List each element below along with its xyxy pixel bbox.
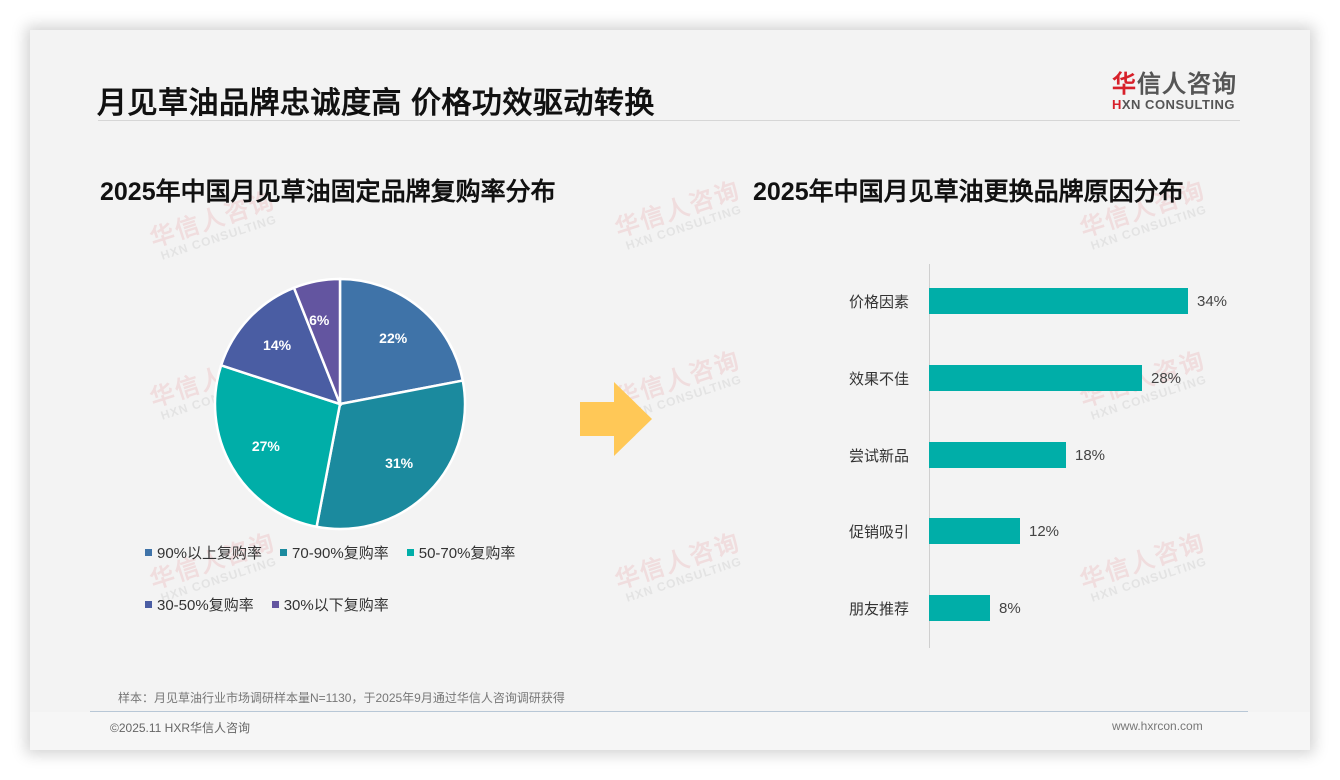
page-title: 月见草油品牌忠诚度高 价格功效驱动转换 <box>97 87 655 120</box>
bar <box>929 518 1020 544</box>
bar-row: 尝试新品 18% <box>830 442 1105 468</box>
bar-row: 价格因素 34% <box>830 288 1227 314</box>
bar-category-label: 价格因素 <box>849 293 910 311</box>
legend-swatch-icon <box>271 601 279 608</box>
copyright: ©2025.11 HXR华信人咨询 <box>110 721 250 735</box>
bar-row: 促销吸引 12% <box>830 518 1059 544</box>
bar-category-label: 效果不佳 <box>849 370 910 388</box>
pie-slice <box>219 286 343 407</box>
bar-chart-title: 2025年中国月见草油更换品牌原因分布 <box>753 178 1184 206</box>
bar <box>929 442 1066 468</box>
legend-item: 70-90%复购率 <box>280 542 389 563</box>
legend-item: 90%以上复购率 <box>145 542 262 563</box>
pie-slice-label: 22% <box>379 329 408 346</box>
bar-category-label: 促销吸引 <box>849 523 910 541</box>
bar <box>929 365 1142 391</box>
bar-category-label: 尝试新品 <box>849 447 910 465</box>
pie-slice-label: 27% <box>251 438 280 455</box>
legend-swatch-icon <box>406 549 414 556</box>
slide: 华信人咨询 HXN CONSULTING 华信人咨询 HXN CONSULTING … <box>30 30 1310 750</box>
bar-value-label: 8% <box>999 599 1021 617</box>
pie-slice <box>213 363 342 529</box>
legend-swatch-icon <box>280 549 288 556</box>
legend-swatch-icon <box>145 549 152 556</box>
pie-slice <box>338 277 465 406</box>
bar-row: 朋友推荐 8% <box>830 595 1021 621</box>
bar-value-label: 18% <box>1075 446 1106 464</box>
pie-slice-label: 6% <box>309 311 330 328</box>
logo-cn: 华信人咨询 <box>1112 71 1237 98</box>
title-divider <box>98 120 1240 121</box>
legend-item: 30-50%复购率 <box>145 594 254 615</box>
bar-value-label: 28% <box>1151 369 1182 387</box>
pie-slice <box>315 379 467 531</box>
bar <box>929 288 1188 314</box>
pie-slice-label: 14% <box>263 336 292 353</box>
website-link[interactable]: www.hxrcon.com <box>1112 719 1203 733</box>
pie-chart-title: 2025年中国月见草油固定品牌复购率分布 <box>100 178 556 206</box>
bar-value-label: 34% <box>1197 292 1228 310</box>
legend-item: 50-70%复购率 <box>406 542 515 563</box>
bar-value-label: 12% <box>1029 522 1060 540</box>
pie-chart-svg <box>213 277 467 531</box>
bar-category-label: 朋友推荐 <box>849 600 910 618</box>
footer-bar <box>30 712 1310 750</box>
legend-swatch-icon <box>145 601 152 608</box>
bar <box>929 595 990 621</box>
footer-divider <box>90 711 1248 712</box>
pie-slice-label: 31% <box>385 455 414 472</box>
legend-row: 30-50%复购率 30%以下复购率 <box>145 594 565 646</box>
pie-legend: 90%以上复购率 70-90%复购率 50-70%复购率 30-50%复购率 3… <box>145 542 565 646</box>
arrow-right-icon <box>580 382 652 456</box>
sample-footnote: 样本：月见草油行业市场调研样本量N=1130，于2025年9月通过华信人咨询调研… <box>118 691 565 705</box>
legend-item: 30%以下复购率 <box>271 594 389 615</box>
pie-slice <box>292 277 342 405</box>
pie-chart: 22% 31% 27% 14% 6% <box>210 274 470 534</box>
legend-row: 90%以上复购率 70-90%复购率 50-70%复购率 <box>145 542 565 594</box>
company-logo: 华信人咨询 HXN CONSULTING <box>1112 64 1252 112</box>
bar-row: 效果不佳 28% <box>830 365 1181 391</box>
logo-en: HXN CONSULTING <box>1112 97 1236 112</box>
